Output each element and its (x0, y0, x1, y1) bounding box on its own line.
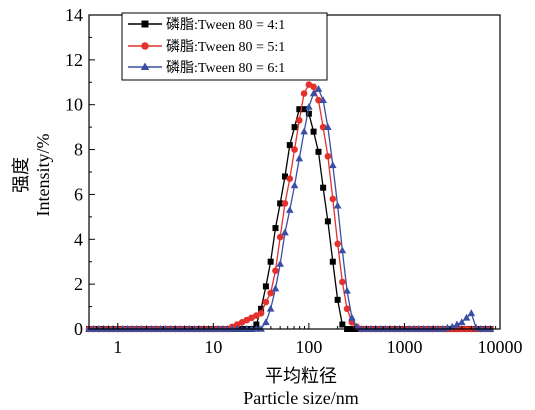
data-point-circle (329, 195, 337, 203)
data-point-triangle (271, 284, 280, 292)
data-point-circle (343, 305, 351, 313)
data-point-triangle (295, 154, 304, 162)
data-point-square (267, 258, 274, 265)
legend-label: 磷脂:Tween 80 = 4:1 (166, 17, 285, 33)
legend-entry: 磷脂:Tween 80 = 5:1 (128, 39, 285, 55)
data-point-circle (310, 83, 317, 91)
data-point-triangle (453, 320, 461, 328)
series-3 (85, 85, 495, 332)
y-tick-label: 10 (65, 95, 83, 115)
y-tick-label: 2 (74, 274, 83, 294)
data-point-triangle (333, 201, 342, 209)
axis-ticks (88, 14, 501, 330)
x-tick-label: 100 (295, 337, 322, 357)
y-tick-label: 0 (74, 319, 83, 339)
x-tick-label: 10000 (478, 337, 523, 357)
data-point-triangle (338, 246, 347, 254)
data-point-square (320, 184, 327, 191)
data-point-triangle (348, 313, 356, 321)
y-tick-label: 8 (74, 140, 83, 160)
data-point-square (329, 258, 336, 265)
data-point-triangle (467, 309, 476, 317)
x-axis-title-en: Particle size/nm (243, 388, 358, 408)
tick-labels: 1 10 100 1000 10000 0 2 4 6 8 10 12 14 (65, 5, 523, 357)
data-point-circle (267, 289, 274, 297)
data-point-circle (300, 90, 308, 97)
data-point-triangle (290, 181, 299, 189)
data-point-square (277, 200, 284, 207)
legend-swatch-circle-marker (141, 42, 149, 50)
x-tick-label: 1 (113, 337, 122, 357)
x-axis-title-cn: 平均粒径 (265, 366, 337, 386)
y-axis-title-en: Intensity/% (33, 134, 53, 217)
y-axis-title-cn: 强度 (11, 157, 31, 193)
data-point-square (281, 173, 288, 180)
y-tick-label: 6 (74, 184, 83, 204)
data-point-square (253, 321, 260, 328)
data-point-triangle (324, 123, 332, 130)
legend-label: 磷脂:Tween 80 = 5:1 (166, 39, 285, 55)
x-tick-label: 10 (204, 337, 222, 357)
series-1 (86, 106, 494, 332)
legend-label: 磷脂:Tween 80 = 6:1 (166, 60, 285, 76)
data-point-square (286, 142, 293, 149)
data-point-circle (324, 153, 332, 160)
legend: 磷脂:Tween 80 = 4:1 磷脂:Tween 80 = 5:1 磷脂:T… (121, 12, 328, 81)
data-point-circle (291, 146, 298, 153)
data-point-square (310, 128, 317, 135)
data-point-circle (257, 310, 265, 317)
data-point-circle (281, 200, 289, 207)
data-point-square (296, 106, 303, 113)
data-point-triangle (457, 318, 466, 326)
x-tick-label: 1000 (386, 337, 422, 357)
data-point-triangle (329, 161, 337, 169)
data-point-circle (339, 278, 346, 286)
data-point-triangle (319, 96, 327, 104)
data-point-triangle (309, 89, 318, 97)
data-point-triangle (276, 259, 284, 267)
data-point-triangle (262, 318, 270, 326)
data-point-triangle (314, 85, 323, 92)
data-point-square (291, 124, 298, 131)
legend-swatch-square-marker (141, 20, 149, 28)
data-point-triangle (462, 313, 471, 321)
data-point-triangle (281, 228, 289, 236)
data-point-circle (276, 233, 284, 241)
data-point-square (334, 296, 341, 303)
data-point-square (305, 110, 312, 117)
data-point-square (272, 225, 279, 232)
data-point-circle (296, 117, 303, 124)
data-point-triangle (305, 102, 313, 110)
data-point-triangle (300, 127, 308, 135)
data-point-square (258, 305, 265, 312)
legend-entry: 磷脂:Tween 80 = 6:1 (128, 60, 285, 76)
legend-swatch-triangle-marker (140, 62, 150, 70)
data-point-triangle (343, 286, 351, 294)
data-point-circle (272, 267, 279, 274)
data-point-square (315, 148, 322, 155)
data-point-square (301, 106, 308, 113)
data-point-square (324, 218, 331, 225)
data-point-square (339, 321, 346, 328)
data-point-circle (334, 240, 341, 248)
legend-entry: 磷脂:Tween 80 = 4:1 (128, 17, 285, 33)
data-point-circle (286, 175, 294, 183)
y-tick-label: 12 (65, 50, 83, 70)
series-layer (85, 81, 495, 333)
y-tick-label: 4 (74, 229, 83, 249)
data-point-square (262, 283, 269, 290)
data-point-circle (262, 298, 270, 306)
data-point-triangle (285, 206, 294, 213)
y-tick-label: 14 (65, 5, 83, 25)
data-point-triangle (266, 304, 275, 312)
